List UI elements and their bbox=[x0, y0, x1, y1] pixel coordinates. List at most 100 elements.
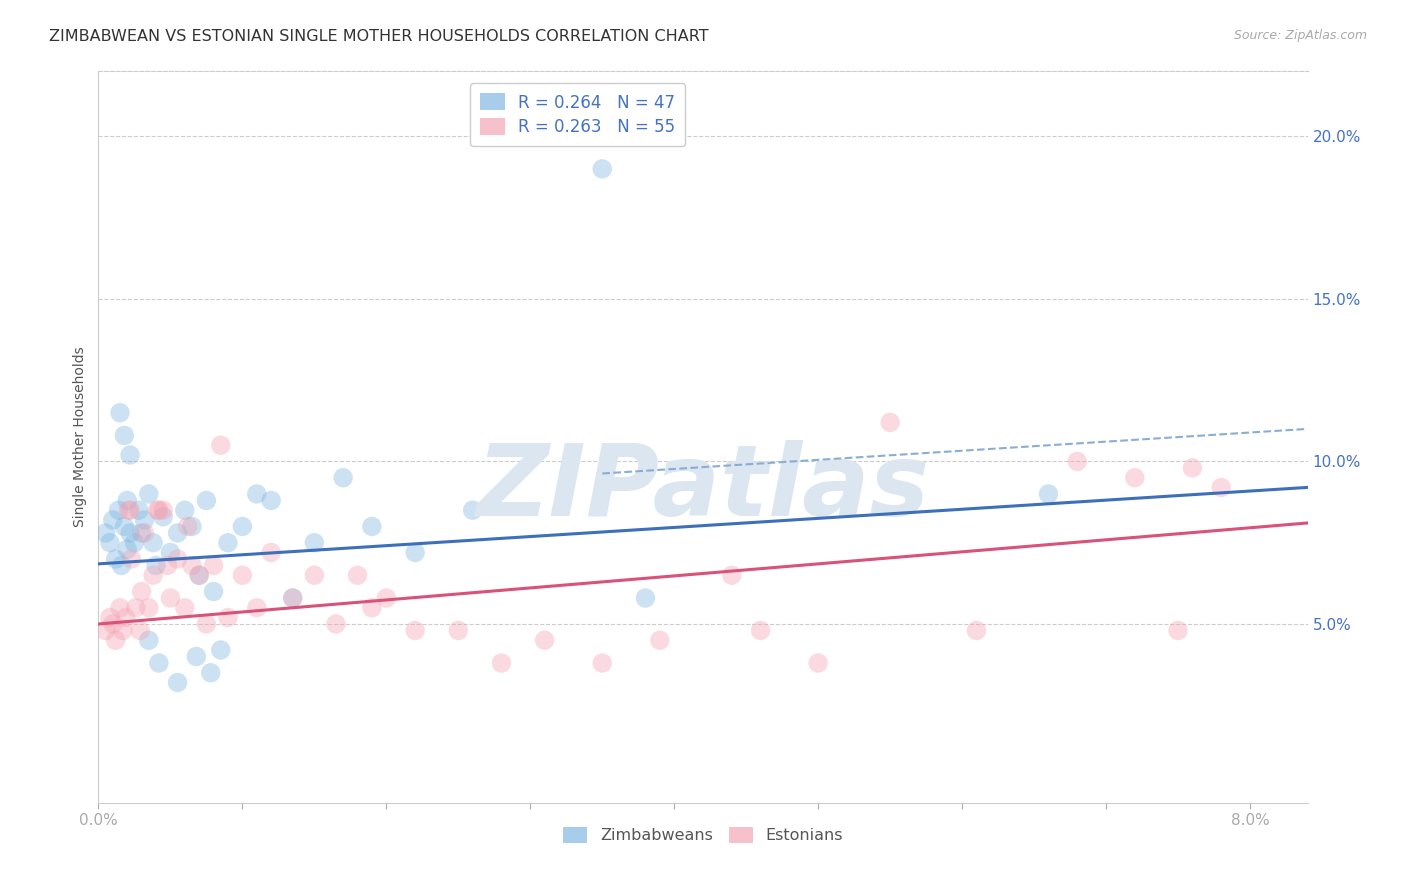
Point bbox=[246, 487, 269, 501]
Point bbox=[720, 568, 742, 582]
Point bbox=[152, 509, 174, 524]
Point bbox=[104, 552, 127, 566]
Point bbox=[361, 600, 384, 615]
Point bbox=[202, 584, 225, 599]
Point bbox=[188, 568, 211, 582]
Point bbox=[101, 617, 124, 632]
Point bbox=[325, 617, 347, 632]
Point bbox=[188, 568, 211, 582]
Point bbox=[217, 535, 239, 549]
Point bbox=[533, 633, 555, 648]
Point bbox=[138, 600, 160, 615]
Point bbox=[166, 526, 188, 541]
Text: ZIPatlas: ZIPatlas bbox=[477, 440, 929, 537]
Point bbox=[375, 591, 398, 605]
Point bbox=[107, 503, 129, 517]
Text: Source: ZipAtlas.com: Source: ZipAtlas.com bbox=[1233, 29, 1367, 42]
Point bbox=[128, 503, 150, 517]
Point bbox=[346, 568, 368, 582]
Point bbox=[304, 568, 326, 582]
Point bbox=[108, 406, 131, 420]
Point bbox=[166, 552, 188, 566]
Point bbox=[138, 487, 160, 501]
Point bbox=[148, 503, 170, 517]
Point bbox=[94, 526, 117, 541]
Point bbox=[111, 624, 134, 638]
Point bbox=[129, 624, 152, 638]
Point bbox=[246, 600, 269, 615]
Point bbox=[131, 526, 153, 541]
Point bbox=[181, 519, 204, 533]
Text: ZIMBABWEAN VS ESTONIAN SINGLE MOTHER HOUSEHOLDS CORRELATION CHART: ZIMBABWEAN VS ESTONIAN SINGLE MOTHER HOU… bbox=[49, 29, 709, 44]
Point bbox=[98, 535, 121, 549]
Point bbox=[118, 503, 141, 517]
Point bbox=[634, 591, 657, 605]
Point bbox=[231, 519, 253, 533]
Point bbox=[101, 513, 124, 527]
Point bbox=[1181, 461, 1204, 475]
Point bbox=[176, 519, 198, 533]
Point bbox=[807, 656, 830, 670]
Point bbox=[120, 503, 142, 517]
Point bbox=[260, 545, 283, 559]
Point bbox=[332, 471, 354, 485]
Point bbox=[461, 503, 484, 517]
Point bbox=[124, 535, 146, 549]
Point bbox=[173, 503, 195, 517]
Point bbox=[209, 643, 232, 657]
Point bbox=[879, 416, 901, 430]
Point bbox=[152, 503, 174, 517]
Point bbox=[181, 558, 204, 573]
Legend: Zimbabweans, Estonians: Zimbabweans, Estonians bbox=[557, 821, 849, 850]
Point bbox=[173, 600, 195, 615]
Point bbox=[591, 161, 613, 176]
Point bbox=[115, 542, 138, 557]
Point bbox=[260, 493, 283, 508]
Point bbox=[186, 649, 208, 664]
Point bbox=[115, 493, 138, 508]
Point bbox=[966, 624, 988, 638]
Point bbox=[404, 545, 426, 559]
Point bbox=[125, 600, 148, 615]
Point bbox=[110, 558, 132, 573]
Point bbox=[304, 535, 326, 549]
Point bbox=[281, 591, 304, 605]
Point bbox=[591, 656, 613, 670]
Point bbox=[1066, 454, 1088, 468]
Point bbox=[138, 633, 160, 648]
Point bbox=[209, 438, 232, 452]
Point bbox=[749, 624, 772, 638]
Y-axis label: Single Mother Households: Single Mother Households bbox=[73, 347, 87, 527]
Point bbox=[1211, 480, 1233, 494]
Point bbox=[166, 675, 188, 690]
Point bbox=[195, 493, 218, 508]
Point bbox=[120, 448, 142, 462]
Point bbox=[134, 513, 156, 527]
Point bbox=[404, 624, 426, 638]
Point bbox=[361, 519, 384, 533]
Point bbox=[94, 624, 117, 638]
Point bbox=[159, 591, 181, 605]
Point bbox=[120, 526, 142, 541]
Point bbox=[200, 665, 222, 680]
Point bbox=[491, 656, 513, 670]
Point bbox=[148, 656, 170, 670]
Point bbox=[112, 519, 135, 533]
Point bbox=[159, 545, 181, 559]
Point bbox=[145, 558, 167, 573]
Point bbox=[114, 610, 136, 624]
Point bbox=[195, 617, 218, 632]
Point bbox=[1167, 624, 1189, 638]
Point bbox=[98, 610, 121, 624]
Point bbox=[146, 503, 169, 517]
Point bbox=[202, 558, 225, 573]
Point bbox=[156, 558, 179, 573]
Point bbox=[108, 600, 131, 615]
Point bbox=[142, 568, 165, 582]
Point bbox=[142, 535, 165, 549]
Point bbox=[104, 633, 127, 648]
Point bbox=[231, 568, 253, 582]
Point bbox=[1038, 487, 1060, 501]
Point bbox=[281, 591, 304, 605]
Point bbox=[447, 624, 470, 638]
